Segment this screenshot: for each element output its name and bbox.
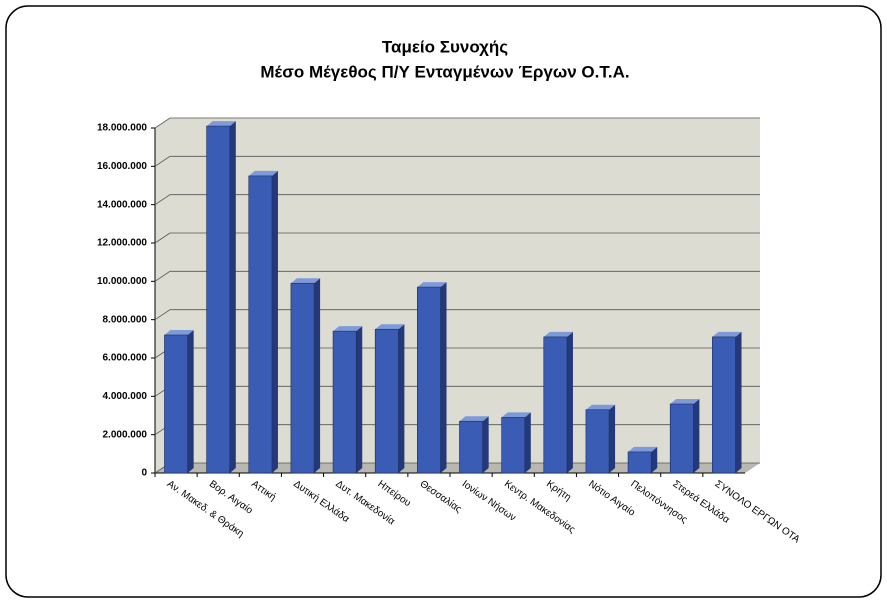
bar-top — [248, 170, 278, 176]
bar-side — [440, 282, 447, 473]
bar-side — [566, 331, 573, 473]
y-tick-label: 16.000.000 — [97, 161, 147, 172]
bar-top — [375, 324, 405, 330]
bar — [248, 175, 273, 474]
y-tick-label: 0 — [141, 468, 147, 479]
chart-title: Ταμείο Συνοχής — [382, 37, 508, 56]
bar-top — [459, 416, 489, 422]
bar — [712, 336, 736, 474]
grid-line — [154, 155, 760, 167]
bar — [543, 336, 568, 474]
bar-side — [735, 331, 742, 473]
bar-side — [187, 330, 194, 473]
bar-top — [585, 404, 616, 410]
y-tick-label: 14.000.000 — [97, 199, 147, 210]
chart-subtitle: Μέσο Μέγεθος Π/Υ Ενταγμένων Έργων Ο.Τ.Α. — [260, 62, 629, 81]
bar-side — [356, 326, 363, 473]
bar-top — [712, 331, 742, 337]
grid-line — [154, 194, 760, 205]
bar — [627, 451, 652, 474]
bar-top — [333, 326, 363, 332]
bar — [374, 328, 399, 474]
bar-top — [670, 399, 700, 404]
bar-side — [314, 278, 321, 473]
y-tick-label: 12.000.000 — [97, 238, 147, 249]
y-tick-label: 18.000.000 — [97, 123, 147, 134]
bar — [417, 286, 441, 474]
plot-floor — [155, 463, 760, 473]
grid-line — [154, 117, 760, 129]
bar — [459, 420, 483, 474]
grid-line — [154, 270, 760, 282]
bar — [164, 334, 188, 474]
y-tick-label: 10.000.000 — [97, 276, 147, 287]
bar — [669, 403, 694, 474]
bar-side — [398, 324, 405, 473]
bar-side — [271, 170, 278, 473]
grid-line — [154, 309, 760, 320]
bar-top — [206, 121, 236, 127]
y-tick-label: 2.000.000 — [103, 429, 148, 440]
bar — [206, 125, 231, 474]
bar-top — [543, 331, 573, 337]
y-tick-label: 4.000.000 — [103, 391, 148, 402]
bar-side — [609, 404, 616, 473]
bar-top — [501, 412, 531, 418]
y-tick-label: 6.000.000 — [103, 353, 148, 364]
bar-side — [651, 446, 658, 473]
bar — [332, 330, 357, 474]
bar — [585, 409, 610, 474]
bar-side — [693, 399, 700, 473]
bar-top — [164, 330, 194, 335]
bar-top — [628, 446, 658, 452]
bar-side — [229, 121, 236, 473]
bar-side — [482, 416, 489, 473]
plot-background — [155, 118, 760, 473]
y-tick-label: 8.000.000 — [103, 314, 148, 325]
bar-side — [524, 412, 531, 473]
bar — [290, 282, 315, 474]
bar — [501, 417, 526, 474]
bar-top — [290, 278, 321, 284]
bar-top — [417, 282, 447, 288]
grid-line — [154, 232, 760, 244]
